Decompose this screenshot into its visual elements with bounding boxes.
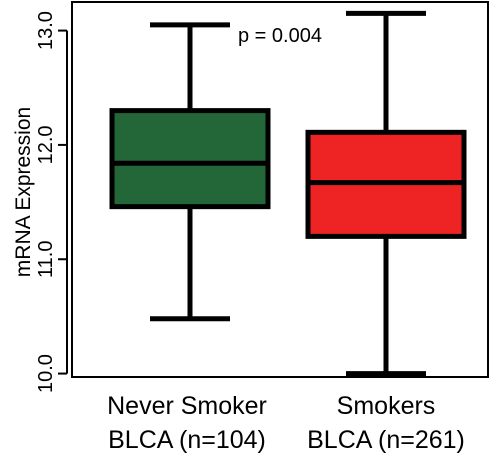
x-label-never-smoker-line2: BLCA (n=104) — [108, 426, 266, 454]
x-label-never-smoker-line1: Never Smoker — [107, 392, 267, 420]
plot-frame — [71, 1, 489, 378]
y-tick-label: 10.0 — [35, 354, 57, 393]
y-tick-label: 13.0 — [35, 11, 57, 50]
y-tick-label: 12.0 — [35, 125, 57, 164]
boxes — [109, 10, 467, 377]
y-tick-label: 11.0 — [35, 241, 57, 278]
y-axis: 10.0 11.0 12.0 13.0 — [35, 11, 68, 393]
x-label-smokers-line2: BLCA (n=261) — [307, 426, 465, 454]
x-label-smokers-line1: Smokers — [337, 392, 436, 420]
p-value-annotation: p = 0.004 — [238, 25, 322, 47]
iqr-box — [109, 108, 271, 210]
y-axis-label: mRNA Expression — [12, 107, 35, 277]
